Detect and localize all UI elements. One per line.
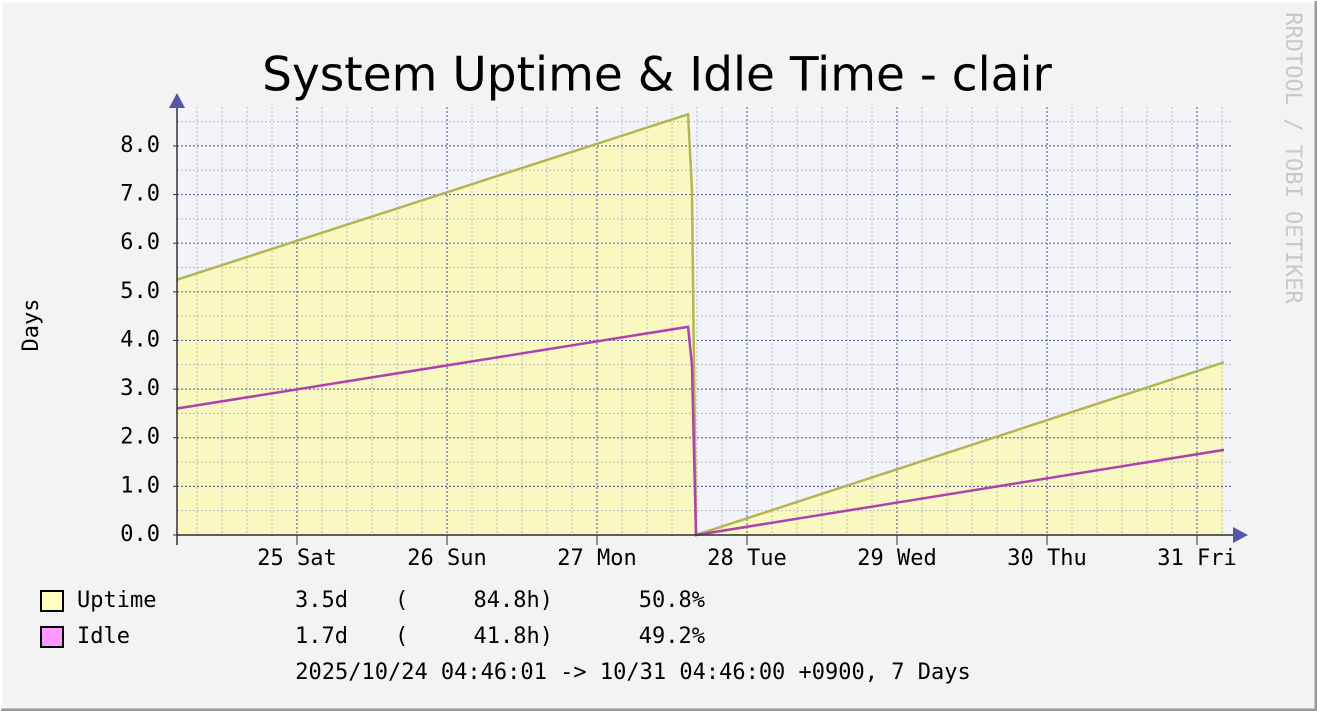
y-tick-label: 0.0: [120, 522, 160, 547]
series-line: [176, 325, 1225, 537]
y-tick-label: 1.0: [120, 473, 160, 498]
x-tick-label: 25 Sat: [257, 546, 336, 571]
legend-stat: 84.8h): [474, 588, 553, 613]
legend-swatch: [40, 626, 64, 648]
legend-stat: (: [395, 624, 408, 649]
legend-swatch: [40, 590, 64, 612]
x-tick-label: 29 Wed: [857, 546, 936, 571]
y-tick-label: 5.0: [120, 279, 160, 304]
y-tick-label: 8.0: [120, 133, 160, 158]
legend-label: Idle: [77, 624, 130, 649]
x-tick-label: 31 Fri: [1157, 546, 1236, 571]
y-tick-label: 3.0: [120, 376, 160, 401]
y-tick-label: 4.0: [120, 327, 160, 352]
watermark: RRDTOOL / TOBI OETIKER: [1280, 12, 1305, 304]
x-tick-label: 28 Tue: [707, 546, 786, 571]
chart-title: System Uptime & Idle Time - clair: [262, 48, 1052, 103]
y-axis-arrow: [169, 93, 185, 108]
legend-stat: 41.8h): [474, 624, 553, 649]
legend-stat: 50.8%: [639, 588, 705, 613]
legend-stat: 1.7d: [295, 624, 348, 649]
area: [177, 114, 1224, 535]
y-tick-label: 2.0: [120, 425, 160, 450]
x-tick-label: 30 Thu: [1007, 546, 1086, 571]
y-tick-label: 7.0: [120, 182, 160, 207]
legend-stat: 49.2%: [639, 624, 705, 649]
x-tick-label: 26 Sun: [407, 546, 486, 571]
y-axis-label: Days: [19, 299, 44, 352]
legend-label: Uptime: [77, 588, 156, 613]
x-tick-label: 27 Mon: [557, 546, 636, 571]
legend-stat: 3.5d: [295, 588, 348, 613]
footer: 2025/10/24 04:46:01 -> 10/31 04:46:00 +0…: [295, 660, 971, 685]
x-axis-arrow: [1233, 527, 1248, 543]
y-tick-label: 6.0: [120, 230, 160, 255]
legend-stat: (: [395, 588, 408, 613]
series-line: [176, 112, 1225, 537]
